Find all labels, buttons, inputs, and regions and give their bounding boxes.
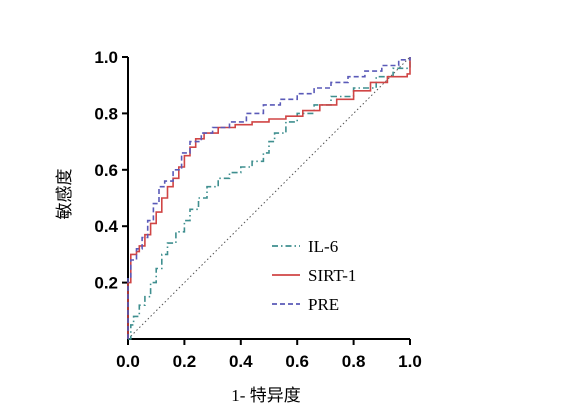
x-axis-title: 1- 特异度 bbox=[231, 386, 300, 405]
legend: IL-6 SIRT-1 PRE bbox=[272, 237, 356, 314]
x-tick-label: 0.8 bbox=[342, 352, 366, 371]
y-tick-label: 0.4 bbox=[94, 217, 118, 236]
x-tick-label: 1.0 bbox=[398, 352, 422, 371]
x-tick-label: 0.6 bbox=[285, 352, 309, 371]
series-group bbox=[127, 57, 411, 340]
reference-line-group bbox=[127, 56, 411, 340]
y-tick-label: 0.2 bbox=[94, 274, 118, 293]
y-tick-label: 0.6 bbox=[94, 161, 118, 180]
series-line-pre bbox=[127, 57, 411, 339]
reference-diagonal-line bbox=[127, 56, 411, 340]
x-tick-label: 0.2 bbox=[173, 352, 197, 371]
y-tick-label: 0.8 bbox=[94, 104, 118, 123]
series-line-il-6 bbox=[128, 57, 411, 340]
legend-label-il-6: IL-6 bbox=[308, 237, 338, 256]
y-axis-title: 敏感度 bbox=[55, 169, 74, 220]
tick-labels: 0.0 0.2 0.4 0.6 0.8 1.0 0.2 0.4 0.6 0.8 1.0 bbox=[94, 48, 421, 371]
legend-label-sirt-1: SIRT-1 bbox=[308, 266, 356, 285]
x-tick-label: 0.4 bbox=[229, 352, 253, 371]
x-tick-label: 0.0 bbox=[116, 352, 140, 371]
series-line-sirt-1 bbox=[127, 57, 411, 339]
y-tick-label: 1.0 bbox=[94, 48, 118, 67]
legend-label-pre: PRE bbox=[308, 295, 339, 314]
